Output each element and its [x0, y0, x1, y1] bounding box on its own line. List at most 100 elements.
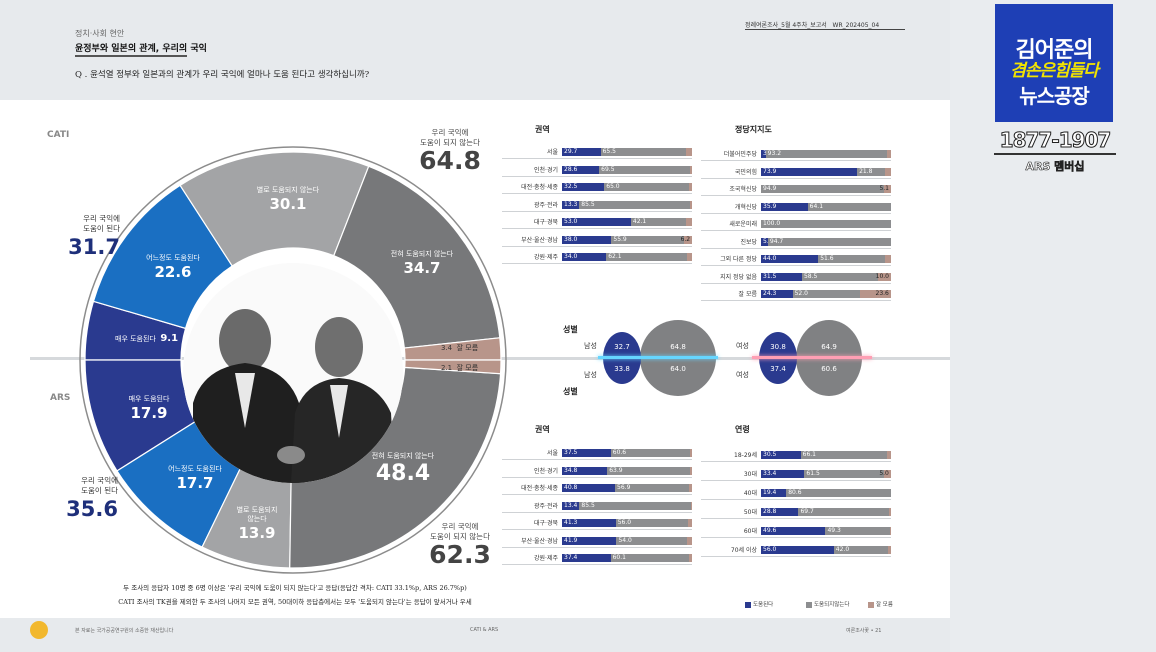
region-top-seg-not: 85.5: [579, 200, 691, 209]
party-seg-value: 93.2: [767, 150, 782, 157]
region-top-seg-not: 65.5: [600, 148, 686, 156]
age-seg-value: 61.5: [806, 470, 820, 477]
report-underline: [745, 29, 905, 30]
party-seg-unsure: 5.1: [879, 185, 891, 193]
party-row-track: 44.0 51.6: [761, 255, 891, 263]
cati-male-not-value: 64.8: [670, 343, 686, 351]
male-glow-line: [598, 356, 718, 359]
years-label: 1877-1907: [999, 128, 1112, 153]
region-top-row-label: 대구·경북: [534, 219, 558, 226]
party-row-track: 3.693.2: [761, 150, 891, 158]
age-seg-value: 19.4: [763, 489, 777, 496]
party-row-rule: [701, 247, 891, 249]
party-row-rule: [701, 195, 891, 196]
age-row-label: 50대: [743, 509, 757, 516]
region-top-seg-value: 34.0: [564, 253, 578, 260]
age-seg-value: 42.0: [835, 546, 850, 553]
party-row-label: 개혁신당: [734, 203, 757, 211]
region-bottom-row-track: 40.8 56.9: [562, 484, 692, 492]
region-top-row-track: 38.0 55.9 6.2: [562, 235, 693, 244]
party-row-rule: [701, 282, 891, 284]
party-seg-value: 5.3: [763, 238, 773, 246]
region-top-seg-help: 34.0: [562, 253, 607, 261]
region-bottom-seg-value: 85.5: [581, 501, 595, 509]
age-seg-not: 61.5: [804, 470, 885, 478]
age-row: 18-29세 30.5 66.1: [734, 449, 891, 461]
seg-ars-very-value: 17.9: [130, 404, 168, 422]
region-bottom-seg-value: 63.9: [609, 466, 623, 474]
footnote-line-1: 두 조사의 응답자 10명 중 6명 이상은 '우리 국익에 도움이 되지 않는…: [123, 584, 467, 592]
age-seg-unsure: [889, 508, 891, 516]
region-top-row-label: 인천·경기: [534, 166, 558, 174]
legend-not: 도움되지않는다: [806, 600, 849, 608]
region-top-row-track: 53.0 42.1: [562, 218, 692, 226]
region-bottom-row: 강원·제주 37.4 60.1: [534, 552, 692, 564]
legend-not-swatch: [806, 601, 812, 608]
seg-cati-very-label: 매우 도움된다: [115, 335, 156, 343]
age-seg-value: 80.6: [788, 489, 802, 496]
party-row: 조국혁신당 94.9 5.1: [729, 183, 891, 195]
ars-not-helpful-callout: 우리 국익에 도움이 되지 않는다 62.3: [410, 522, 510, 568]
age-row-rule: [701, 537, 891, 538]
age-seg-unsure: 5.0: [879, 470, 891, 478]
party-seg-value: 51.6: [820, 255, 834, 262]
party-seg-unsure: 23.6: [860, 290, 891, 298]
party-row: 더불어민주당 3.693.2: [724, 148, 891, 160]
party-row: 잘 모름 24.3 52.0 23.6: [739, 288, 891, 300]
donut-chart: [79, 146, 507, 574]
category-label: 정치·사회 현안: [75, 29, 125, 38]
seg-ars-somewhat-label: 어느정도 도움된다: [168, 465, 222, 473]
age-row: 70세 이상 56.0 42.0: [731, 544, 891, 556]
age-seg-value: 30.5: [763, 451, 777, 458]
age-seg-help: 28.8: [761, 508, 799, 516]
region-bottom-seg-help: 41.9: [562, 536, 617, 545]
ars-female-help-value: 37.4: [770, 365, 786, 373]
region-top-row: 서울 29.7 65.5: [547, 146, 692, 158]
age-seg-not: 49.3: [825, 527, 890, 535]
region-top-seg-unsure: [685, 218, 692, 226]
age-row-rule: [701, 480, 891, 481]
footer-left: 본 자료는 국가공공연구원의 소중한 재산입니다: [75, 628, 174, 634]
seg-ars-unsure-value: 2.1: [441, 364, 453, 372]
age-row: 50대 28.8 69.7: [744, 506, 891, 518]
age-row-track: 49.6 49.3: [761, 527, 891, 535]
region-top-row: 강원·제주 34.0 62.1: [534, 251, 692, 263]
age-seg-unsure: [888, 546, 891, 554]
seg-cati-not-much-value: 30.1: [269, 195, 307, 213]
seg-cati-not-at-all-label: 전혀 도움되지 않는다: [390, 250, 454, 258]
party-row: 진보당 5.394.7: [740, 236, 891, 248]
region-bottom-seg-value: 56.0: [617, 519, 632, 526]
age-header: 연령: [735, 425, 750, 434]
region-top-seg-help: 28.6: [562, 165, 600, 174]
cati-slice-not-at-all: [333, 165, 501, 349]
region-top-row: 부산·울산·경남 38.0 55.9 6.2: [521, 234, 693, 246]
party-seg-not: 94.7: [767, 237, 891, 246]
seg-cati-unsure-label: 잘 모름: [456, 344, 479, 352]
ars-helpful-callout: 우리 국익에 도움이 된다 35.6: [40, 476, 118, 522]
party-row-label: 지지 정당 없음: [720, 273, 757, 281]
region-top-seg-not: 69.5: [599, 165, 690, 174]
cati-male-label: 남성: [584, 342, 597, 350]
region-top-seg-unsure: [685, 148, 692, 156]
party-seg-not: 100.0: [761, 220, 891, 228]
logo-line-2: 겸손은힘들다: [1010, 61, 1099, 81]
region-top-seg-value: 62.1: [608, 253, 622, 260]
leaders-photo: [183, 263, 403, 483]
age-row-rule: [701, 556, 891, 557]
legend-unsure-swatch: [868, 601, 874, 608]
region-bottom-row-rule: [502, 494, 692, 495]
region-bottom-seg-unsure: [689, 449, 692, 457]
party-row-track: 24.3 52.0 23.6: [761, 290, 891, 298]
party-row-label: 잘 모름: [738, 291, 757, 298]
seg-ars-not-much-value: 13.9: [238, 524, 276, 542]
region-bottom-row-track: 34.8 63.9: [562, 466, 692, 475]
seg-ars-very: 매우 도움된다 17.9: [104, 395, 194, 422]
region-bottom-row-label: 대구·경북: [534, 520, 558, 527]
party-row-label: 조국혁신당: [729, 186, 757, 193]
region-bottom-seg-value: 34.8: [564, 466, 578, 474]
region-bottom-row: 부산·울산·경남 41.9 54.0: [521, 535, 692, 547]
party-seg-help: 44.0: [761, 255, 819, 263]
region-top-row-rule: [502, 158, 692, 159]
ars-helpful-value: 35.6: [66, 497, 118, 521]
